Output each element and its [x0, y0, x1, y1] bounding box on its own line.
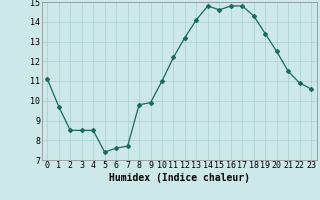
X-axis label: Humidex (Indice chaleur): Humidex (Indice chaleur) [109, 173, 250, 183]
